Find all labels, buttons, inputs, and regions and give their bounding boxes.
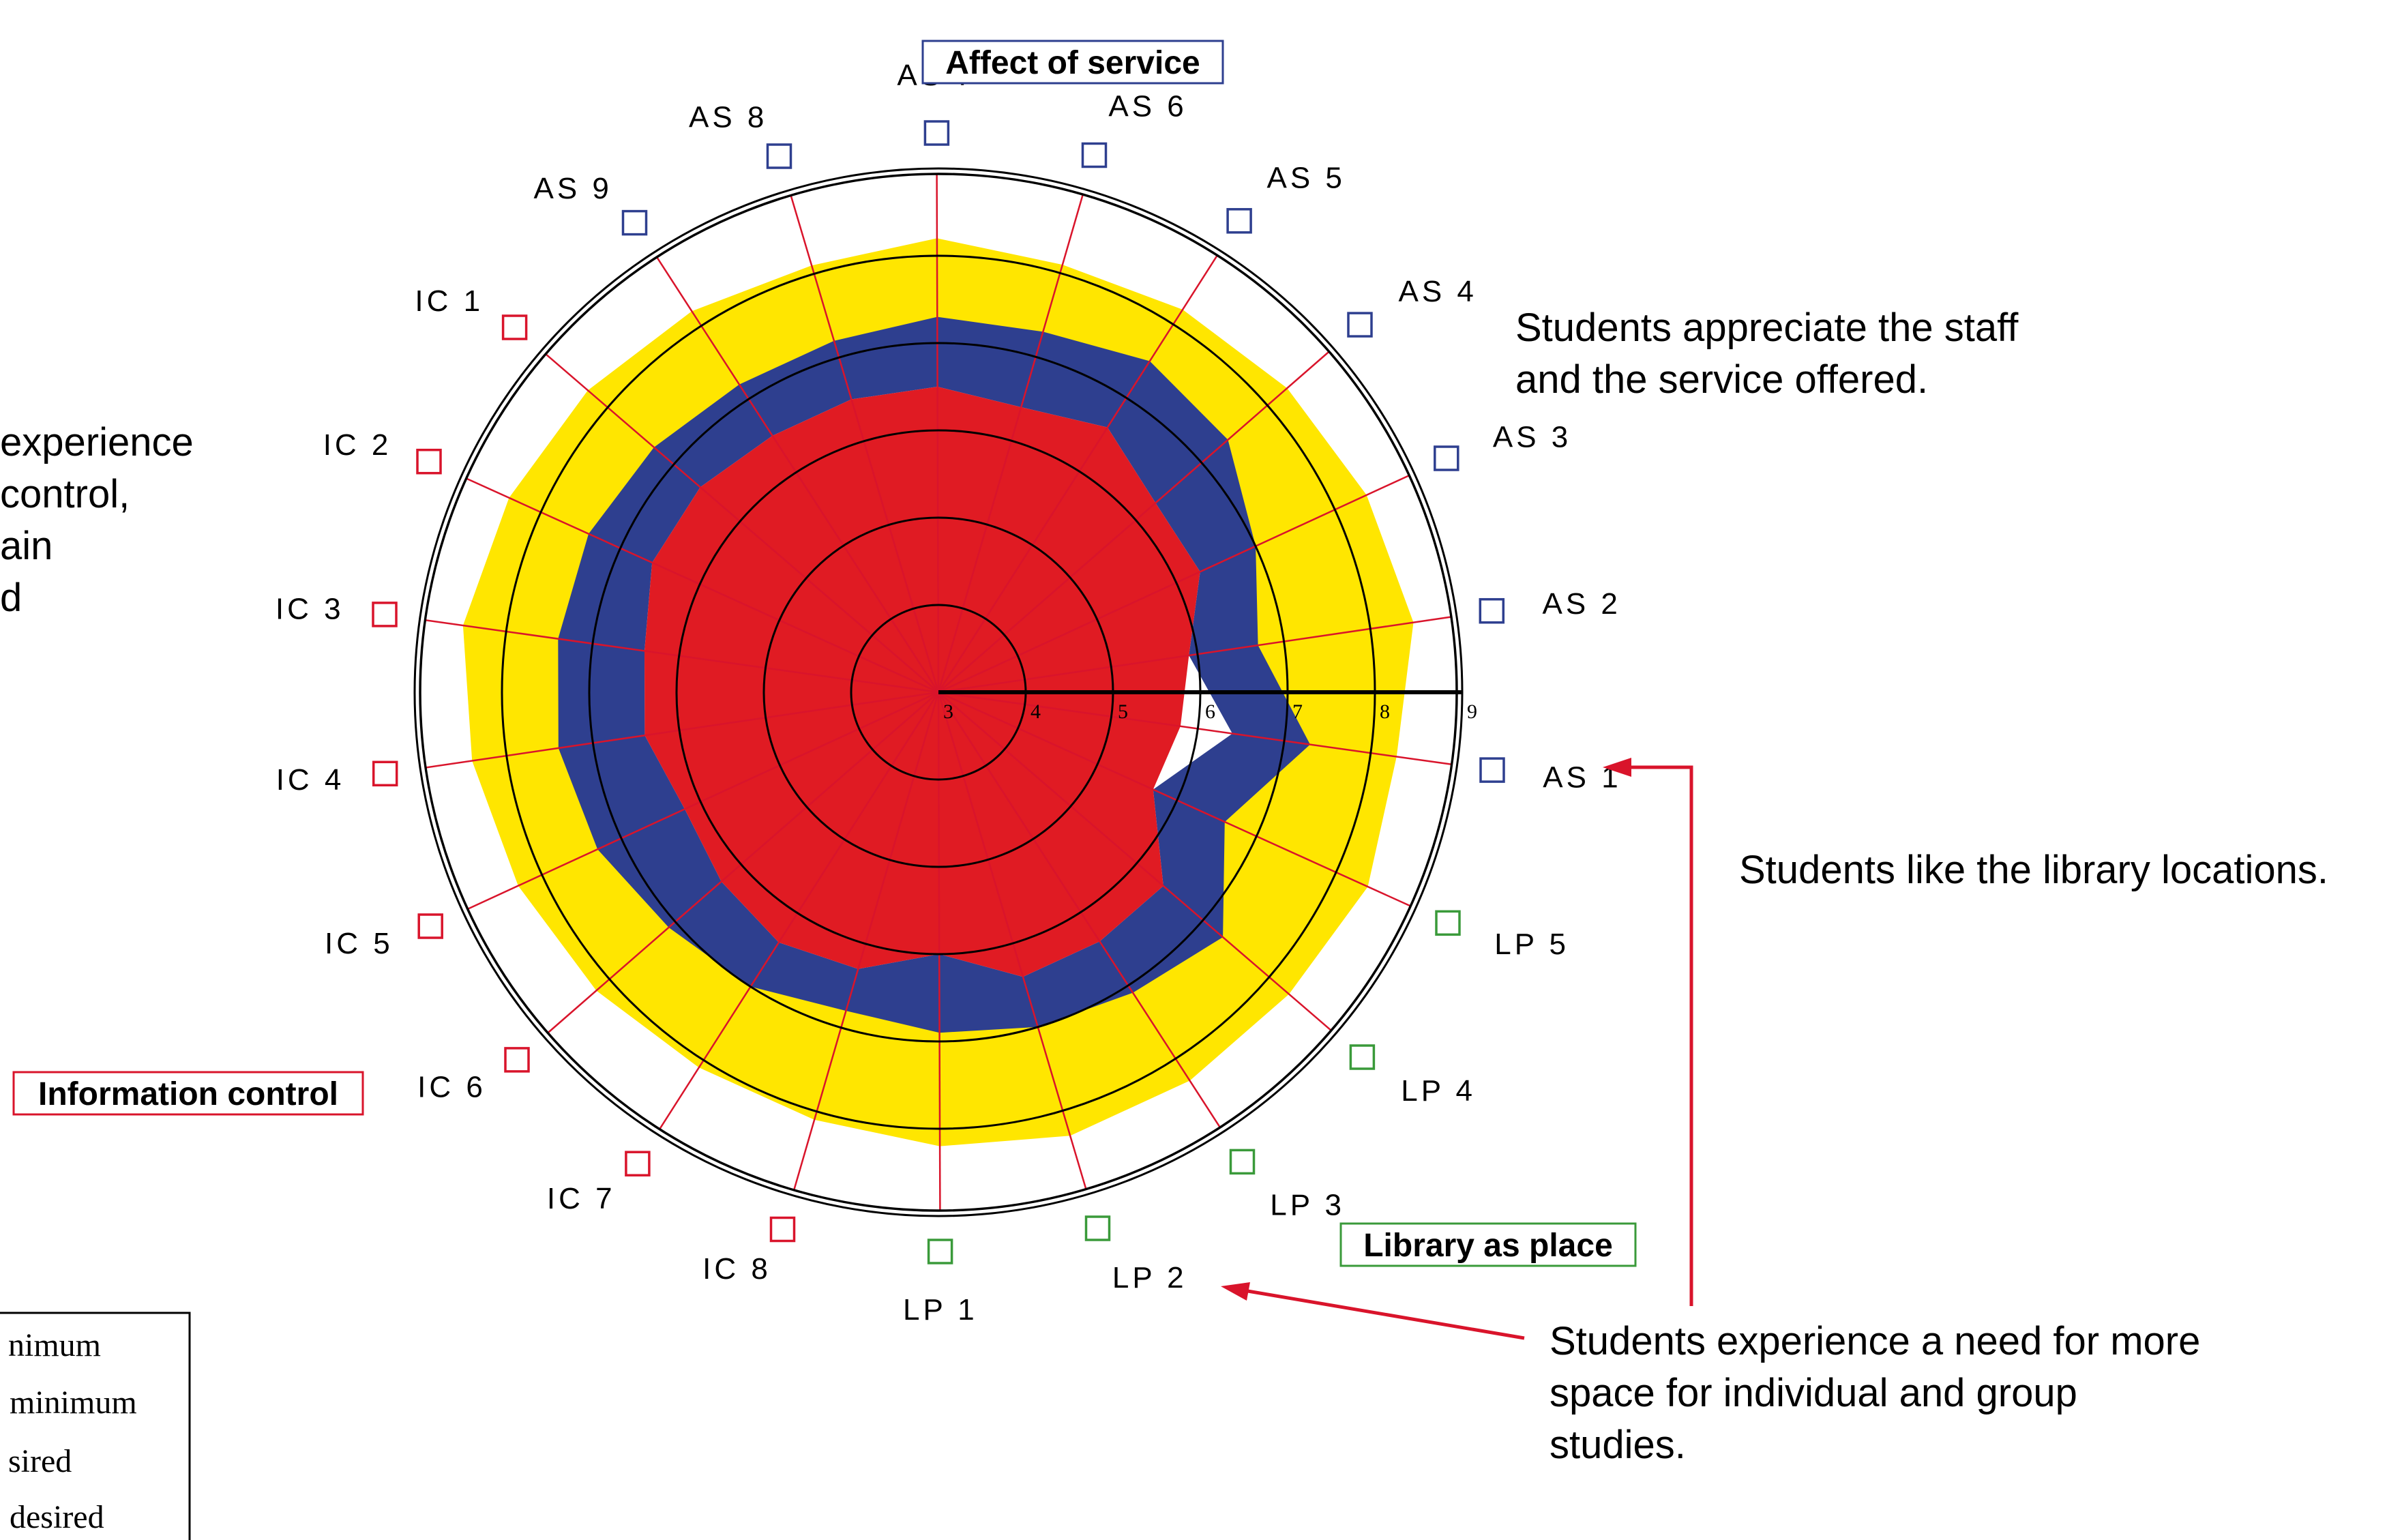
scale-tick-label: 9 xyxy=(1467,700,1477,723)
axis-label: AS 8 xyxy=(689,100,767,134)
axis-marker-square xyxy=(501,314,528,340)
group-label-box xyxy=(12,1071,364,1116)
axis-marker-square xyxy=(923,120,950,146)
axis-marker-square xyxy=(417,913,443,939)
axis-label: LP 5 xyxy=(1494,928,1569,961)
axis-label: IC 1 xyxy=(415,284,484,318)
axis-label: IC 3 xyxy=(276,593,344,626)
axis-marker-square xyxy=(504,1047,530,1073)
legend: nimum minimum sired desired xyxy=(0,1312,191,1540)
annotations: Students appreciate the staff and the ser… xyxy=(0,306,2328,1467)
axis-label: AS 5 xyxy=(1267,162,1346,195)
axis-label: LP 3 xyxy=(1270,1188,1345,1221)
axis-marker-square xyxy=(372,760,398,787)
group-label: Information control xyxy=(38,1076,338,1112)
axis-marker-square xyxy=(1349,1044,1376,1070)
scale-tick-label: 7 xyxy=(1292,700,1303,723)
axis-marker-square xyxy=(1479,757,1505,783)
axis-marker-square xyxy=(416,448,442,475)
axis-labels: AS 1AS 2AS 3AS 4AS 5AS 6AS 7AS 8AS 9IC 1… xyxy=(276,59,1621,1327)
annotation-info-control: experience xyxy=(0,420,194,464)
arrow-head-lp5 xyxy=(1603,758,1631,777)
annotation-info-control: d xyxy=(0,576,22,620)
annotation-space: Students experience a need for more xyxy=(1550,1319,2200,1363)
axis-marker-square xyxy=(1347,312,1373,338)
axis-marker-square xyxy=(769,1216,796,1243)
axis-marker-square xyxy=(625,1151,651,1176)
axis-marker-square xyxy=(766,143,792,169)
scale-tick-label: 4 xyxy=(1031,700,1041,723)
scale-tick-label: 6 xyxy=(1205,700,1215,723)
arrow-line-lp1 xyxy=(1235,1287,1525,1340)
legend-entry: minimum xyxy=(10,1384,137,1421)
arrow-head-lp1 xyxy=(1221,1282,1250,1301)
axis-label: LP 2 xyxy=(1112,1261,1187,1294)
axis-label: IC 4 xyxy=(276,763,345,797)
axis-label: IC 2 xyxy=(323,428,392,462)
annotation-staff: and the service offered. xyxy=(1515,357,1928,402)
axis-label: IC 6 xyxy=(417,1070,486,1104)
scale-ticks: 3 4 5 6 7 8 9 xyxy=(943,700,1477,723)
axis-marker-square xyxy=(1081,142,1108,168)
axis-marker-square xyxy=(1479,597,1505,624)
axis-marker-square xyxy=(1229,1149,1256,1175)
axis-label: IC 5 xyxy=(325,927,394,960)
group-labels: Affect of service Information control Libr… xyxy=(12,40,1637,1267)
annotation-info-control: control, xyxy=(0,472,130,516)
axis-label: AS 4 xyxy=(1399,275,1477,308)
axis-label: LP 1 xyxy=(903,1293,978,1327)
annotation-space: space for individual and group xyxy=(1550,1371,2077,1415)
axis-label: AS 6 xyxy=(1108,90,1187,123)
axis-label: IC 8 xyxy=(702,1252,771,1286)
axis-marker-square xyxy=(621,209,648,236)
axis-label: LP 4 xyxy=(1401,1074,1476,1108)
legend-entry: nimum xyxy=(8,1327,101,1363)
axis-marker-square xyxy=(1435,910,1461,936)
scale-tick-label: 8 xyxy=(1380,700,1390,723)
group-label-box xyxy=(1339,1222,1637,1267)
rings xyxy=(413,167,1464,1217)
axis-marker-square xyxy=(1226,208,1252,234)
scale-tick-label: 3 xyxy=(943,700,953,723)
annotation-locations: Students like the library locations. xyxy=(1739,848,2328,892)
legend-entry: desired xyxy=(10,1499,104,1535)
series-4-area xyxy=(644,387,1200,977)
annotation-staff: Students appreciate the staff xyxy=(1515,306,2019,350)
group-label: Affect of service xyxy=(945,45,1200,81)
group-label-box xyxy=(921,40,1224,85)
annotation-info-control: ain xyxy=(0,524,53,568)
series-fills xyxy=(462,238,1414,1146)
scale-tick-label: 5 xyxy=(1118,700,1128,723)
axis-marker-square xyxy=(372,602,398,627)
axis-marker-square xyxy=(1084,1215,1111,1241)
axis-label: AS 9 xyxy=(534,172,612,205)
legend-box xyxy=(0,1312,191,1540)
axis-marker-square xyxy=(927,1239,953,1264)
axis-label: AS 3 xyxy=(1493,421,1571,454)
axis-label: IC 7 xyxy=(547,1182,616,1215)
legend-entry: sired xyxy=(8,1443,72,1479)
group-label: Library as place xyxy=(1363,1228,1613,1264)
axis-label: AS 2 xyxy=(1543,587,1621,621)
annotation-space: studies. xyxy=(1550,1423,1686,1467)
arrow-line-lp5 xyxy=(1620,765,1693,1306)
axis-marker-square xyxy=(1434,445,1459,471)
